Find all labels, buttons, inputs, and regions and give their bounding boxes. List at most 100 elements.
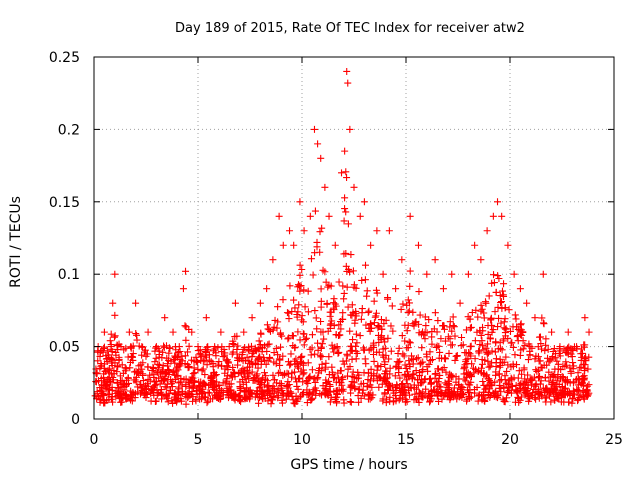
- data-point: [179, 285, 187, 293]
- data-point: [472, 306, 480, 314]
- data-point: [303, 391, 311, 399]
- data-point: [410, 370, 418, 378]
- data-point: [516, 321, 524, 329]
- data-point: [494, 303, 502, 311]
- data-point: [337, 325, 345, 333]
- data-point: [218, 343, 226, 351]
- data-point: [194, 365, 202, 373]
- data-point: [346, 125, 354, 133]
- data-point: [171, 393, 179, 401]
- data-point: [361, 276, 369, 284]
- data-point: [289, 396, 297, 404]
- data-point: [523, 387, 531, 395]
- data-point: [573, 385, 581, 393]
- data-point: [447, 394, 455, 402]
- data-point: [496, 292, 504, 300]
- data-point: [340, 295, 348, 303]
- data-point: [334, 349, 342, 357]
- data-point: [363, 382, 371, 390]
- data-point: [182, 393, 190, 401]
- data-point: [144, 363, 152, 371]
- data-point: [505, 306, 513, 314]
- data-point: [364, 395, 372, 403]
- data-point: [211, 343, 219, 351]
- data-point: [341, 194, 349, 202]
- data-point: [346, 347, 354, 355]
- data-point: [381, 360, 389, 368]
- y-tick-label: 0.1: [58, 267, 80, 283]
- data-point: [173, 371, 181, 379]
- data-point: [440, 322, 448, 330]
- data-point: [361, 355, 369, 363]
- data-point: [181, 322, 189, 330]
- data-point: [332, 302, 340, 310]
- data-point: [109, 376, 117, 384]
- data-point: [201, 393, 209, 401]
- data-point: [378, 380, 386, 388]
- data-point: [488, 347, 496, 355]
- data-point: [306, 345, 314, 353]
- data-point: [504, 335, 512, 343]
- data-point: [306, 212, 314, 220]
- data-point: [565, 389, 573, 397]
- data-point: [484, 357, 492, 365]
- data-point: [150, 373, 158, 381]
- data-point: [327, 393, 335, 401]
- data-point: [553, 380, 561, 388]
- data-point: [578, 349, 586, 357]
- data-point: [498, 346, 506, 354]
- data-point: [185, 363, 193, 371]
- data-point: [504, 241, 512, 249]
- data-point: [110, 333, 118, 341]
- data-point: [346, 327, 354, 335]
- data-point: [190, 364, 198, 372]
- data-point: [321, 363, 329, 371]
- data-point: [240, 367, 248, 375]
- data-point: [255, 384, 263, 392]
- data-point: [551, 354, 559, 362]
- data-point: [327, 320, 335, 328]
- data-point: [324, 283, 332, 291]
- data-point: [326, 381, 334, 389]
- data-point: [540, 319, 547, 327]
- data-point: [524, 371, 532, 379]
- data-point: [387, 347, 395, 355]
- data-point: [370, 319, 378, 327]
- data-point: [480, 346, 488, 354]
- x-tick-label: 10: [293, 432, 311, 448]
- data-point: [406, 267, 414, 275]
- data-point: [390, 389, 398, 397]
- data-point: [498, 298, 506, 306]
- data-point: [198, 367, 206, 375]
- data-point: [184, 364, 192, 372]
- data-point: [100, 391, 108, 399]
- data-point: [100, 328, 108, 336]
- data-point: [574, 397, 582, 405]
- data-point: [317, 318, 325, 326]
- chart-title: Day 189 of 2015, Rate Of TEC Index for r…: [175, 21, 525, 36]
- data-point: [537, 340, 545, 348]
- data-point: [536, 372, 544, 380]
- data-point: [125, 328, 133, 336]
- data-point: [193, 357, 201, 365]
- data-point: [343, 283, 351, 291]
- data-point: [562, 358, 570, 366]
- data-point: [184, 348, 192, 356]
- data-point: [296, 271, 304, 279]
- data-point: [325, 387, 333, 395]
- data-point: [291, 343, 299, 351]
- data-point: [137, 380, 145, 388]
- data-point: [288, 308, 296, 316]
- data-point: [317, 303, 325, 311]
- data-point: [542, 341, 550, 349]
- data-point: [578, 353, 586, 361]
- data-point: [352, 355, 360, 363]
- data-point: [386, 397, 394, 405]
- data-point: [296, 261, 304, 269]
- data-point: [528, 344, 536, 352]
- data-point: [442, 368, 450, 376]
- data-point: [447, 372, 455, 380]
- data-point: [173, 398, 181, 406]
- data-point: [333, 344, 341, 352]
